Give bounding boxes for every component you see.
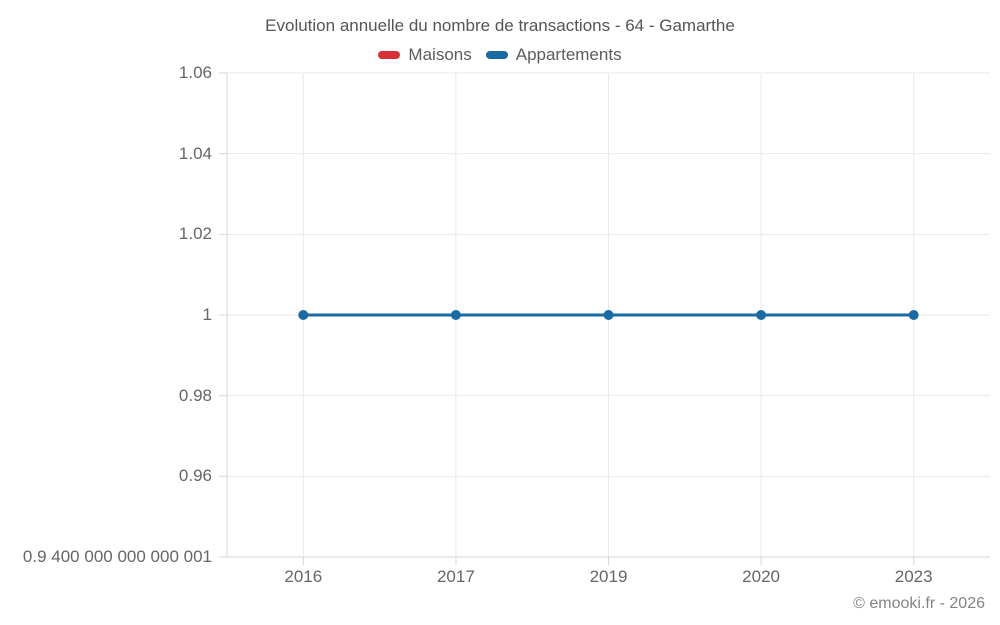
chart-legend: Maisons Appartements: [0, 45, 1000, 65]
data-point-marker[interactable]: [298, 310, 309, 320]
y-tick-label: 1.04: [178, 143, 212, 163]
x-tick-label: 2016: [284, 567, 323, 586]
y-tick-label: 0.9 400 000 000 000 001: [22, 547, 212, 566]
x-tick-label: 2023: [894, 567, 933, 586]
appartements-legend-swatch-icon: [485, 51, 508, 59]
x-tick-label: 2019: [589, 567, 628, 586]
y-tick-label: 0.96: [178, 466, 212, 486]
chart-title: Evolution annuelle du nombre de transact…: [265, 16, 735, 35]
maisons-legend-swatch-icon: [378, 51, 401, 59]
copyright-text: © emooki.fr - 2026: [853, 595, 985, 612]
y-tick-label: 0.98: [178, 385, 212, 405]
x-tick-label: 2020: [742, 567, 780, 586]
legend-label-maisons: Maisons: [408, 45, 472, 64]
data-point-marker[interactable]: [908, 310, 919, 320]
x-tick-label: 2017: [436, 567, 475, 586]
data-point-marker[interactable]: [603, 310, 614, 320]
y-tick-label: 1.02: [178, 224, 212, 244]
legend-item-appartements[interactable]: Appartements: [485, 45, 622, 65]
data-point-marker[interactable]: [450, 310, 461, 320]
y-tick-label: 1.06: [178, 63, 212, 82]
legend-item-maisons[interactable]: Maisons: [378, 45, 472, 65]
data-point-marker[interactable]: [756, 310, 767, 320]
legend-label-appartements: Appartements: [515, 45, 622, 64]
y-tick-label: 1: [202, 305, 212, 324]
